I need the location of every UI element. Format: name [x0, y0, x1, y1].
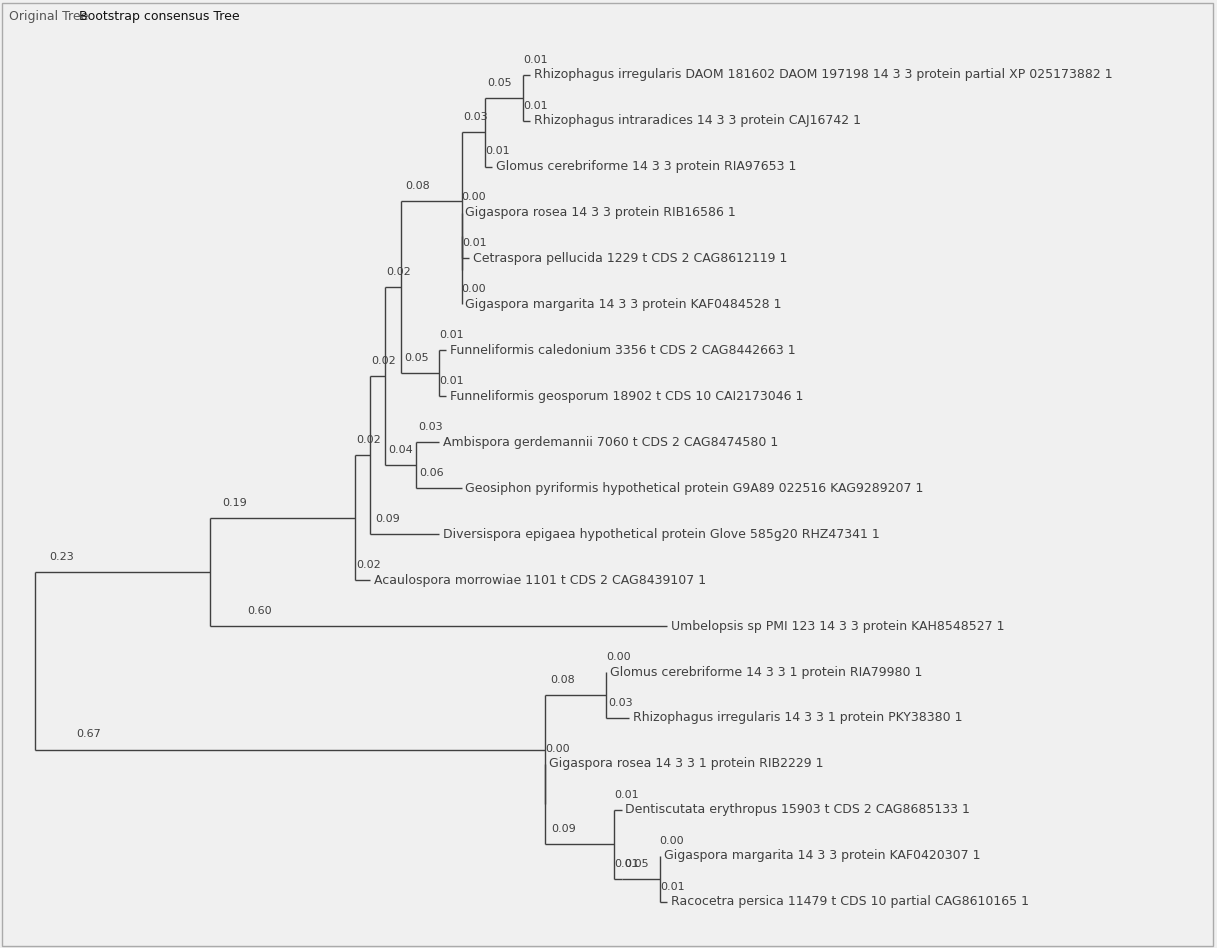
Text: Funneliformis caledonium 3356 t CDS 2 CAG8442663 1: Funneliformis caledonium 3356 t CDS 2 CA…: [450, 344, 796, 356]
Text: 0.06: 0.06: [420, 468, 444, 478]
Text: 0.00: 0.00: [545, 744, 570, 754]
Text: 0.03: 0.03: [417, 422, 443, 432]
Text: 0.00: 0.00: [461, 284, 487, 294]
Text: Cetraspora pellucida 1229 t CDS 2 CAG8612119 1: Cetraspora pellucida 1229 t CDS 2 CAG861…: [473, 252, 787, 265]
Text: Umbelopsis sp PMI 123 14 3 3 protein KAH8548527 1: Umbelopsis sp PMI 123 14 3 3 protein KAH…: [671, 620, 1005, 632]
Text: Gigaspora margarita 14 3 3 protein KAF0484528 1: Gigaspora margarita 14 3 3 protein KAF04…: [465, 298, 783, 311]
Text: 0.01: 0.01: [439, 330, 464, 340]
Text: Geosiphon pyriformis hypothetical protein G9A89 022516 KAG9289207 1: Geosiphon pyriformis hypothetical protei…: [465, 482, 924, 495]
Text: 0.23: 0.23: [49, 552, 74, 562]
Text: 0.02: 0.02: [387, 267, 411, 277]
Text: 0.00: 0.00: [606, 652, 632, 662]
Text: 0.08: 0.08: [550, 675, 576, 684]
Text: 0.01: 0.01: [661, 882, 685, 892]
Text: Dentiscutata erythropus 15903 t CDS 2 CAG8685133 1: Dentiscutata erythropus 15903 t CDS 2 CA…: [626, 803, 970, 816]
Text: 0.02: 0.02: [357, 435, 381, 445]
Text: 0.02: 0.02: [371, 356, 397, 366]
Text: Bootstrap consensus Tree: Bootstrap consensus Tree: [79, 10, 240, 23]
Text: 0.01: 0.01: [439, 376, 464, 386]
Text: Rhizophagus intraradices 14 3 3 protein CAJ16742 1: Rhizophagus intraradices 14 3 3 protein …: [534, 114, 862, 127]
Text: 0.67: 0.67: [75, 729, 101, 739]
Text: 0.01: 0.01: [615, 859, 639, 868]
Text: Original Tree: Original Tree: [9, 10, 88, 23]
Text: Ambispora gerdemannii 7060 t CDS 2 CAG8474580 1: Ambispora gerdemannii 7060 t CDS 2 CAG84…: [443, 436, 778, 448]
Text: 0.02: 0.02: [357, 560, 381, 570]
Text: 0.08: 0.08: [405, 181, 431, 191]
Text: 0.01: 0.01: [523, 100, 548, 111]
Text: 0.09: 0.09: [376, 514, 400, 524]
Text: Diversispora epigaea hypothetical protein Glove 585g20 RHZ47341 1: Diversispora epigaea hypothetical protei…: [443, 528, 880, 540]
Text: Funneliformis geosporum 18902 t CDS 10 CAI2173046 1: Funneliformis geosporum 18902 t CDS 10 C…: [450, 390, 803, 403]
Text: 0.01: 0.01: [615, 790, 639, 800]
Text: 0.03: 0.03: [608, 698, 633, 708]
Text: Rhizophagus irregularis 14 3 3 1 protein PKY38380 1: Rhizophagus irregularis 14 3 3 1 protein…: [633, 711, 963, 724]
Text: Glomus cerebriforme 14 3 3 protein RIA97653 1: Glomus cerebriforme 14 3 3 protein RIA97…: [497, 160, 796, 173]
Text: 0.00: 0.00: [660, 836, 684, 846]
Text: Glomus cerebriforme 14 3 3 1 protein RIA79980 1: Glomus cerebriforme 14 3 3 1 protein RIA…: [610, 665, 922, 679]
Text: 0.01: 0.01: [462, 238, 487, 248]
Text: 0.04: 0.04: [388, 446, 413, 455]
Text: Rhizophagus irregularis DAOM 181602 DAOM 197198 14 3 3 protein partial XP 025173: Rhizophagus irregularis DAOM 181602 DAOM…: [534, 68, 1112, 82]
Text: 0.05: 0.05: [624, 859, 650, 868]
Text: Acaulospora morrowiae 1101 t CDS 2 CAG8439107 1: Acaulospora morrowiae 1101 t CDS 2 CAG84…: [374, 574, 706, 587]
Text: Gigaspora rosea 14 3 3 protein RIB16586 1: Gigaspora rosea 14 3 3 protein RIB16586 …: [465, 206, 736, 219]
Text: Gigaspora rosea 14 3 3 1 protein RIB2229 1: Gigaspora rosea 14 3 3 1 protein RIB2229…: [549, 757, 824, 771]
Text: 0.05: 0.05: [488, 78, 512, 87]
Text: 0.01: 0.01: [523, 55, 548, 64]
Text: 0.00: 0.00: [461, 192, 487, 203]
Text: 0.01: 0.01: [486, 147, 510, 156]
Text: Gigaspora margarita 14 3 3 protein KAF0420307 1: Gigaspora margarita 14 3 3 protein KAF04…: [663, 849, 980, 863]
Text: 0.09: 0.09: [551, 824, 576, 834]
Text: 0.03: 0.03: [464, 112, 488, 122]
Text: 0.19: 0.19: [221, 498, 247, 507]
Text: 0.05: 0.05: [404, 354, 428, 363]
Text: 0.60: 0.60: [247, 606, 271, 616]
Text: Racocetra persica 11479 t CDS 10 partial CAG8610165 1: Racocetra persica 11479 t CDS 10 partial…: [671, 895, 1030, 908]
